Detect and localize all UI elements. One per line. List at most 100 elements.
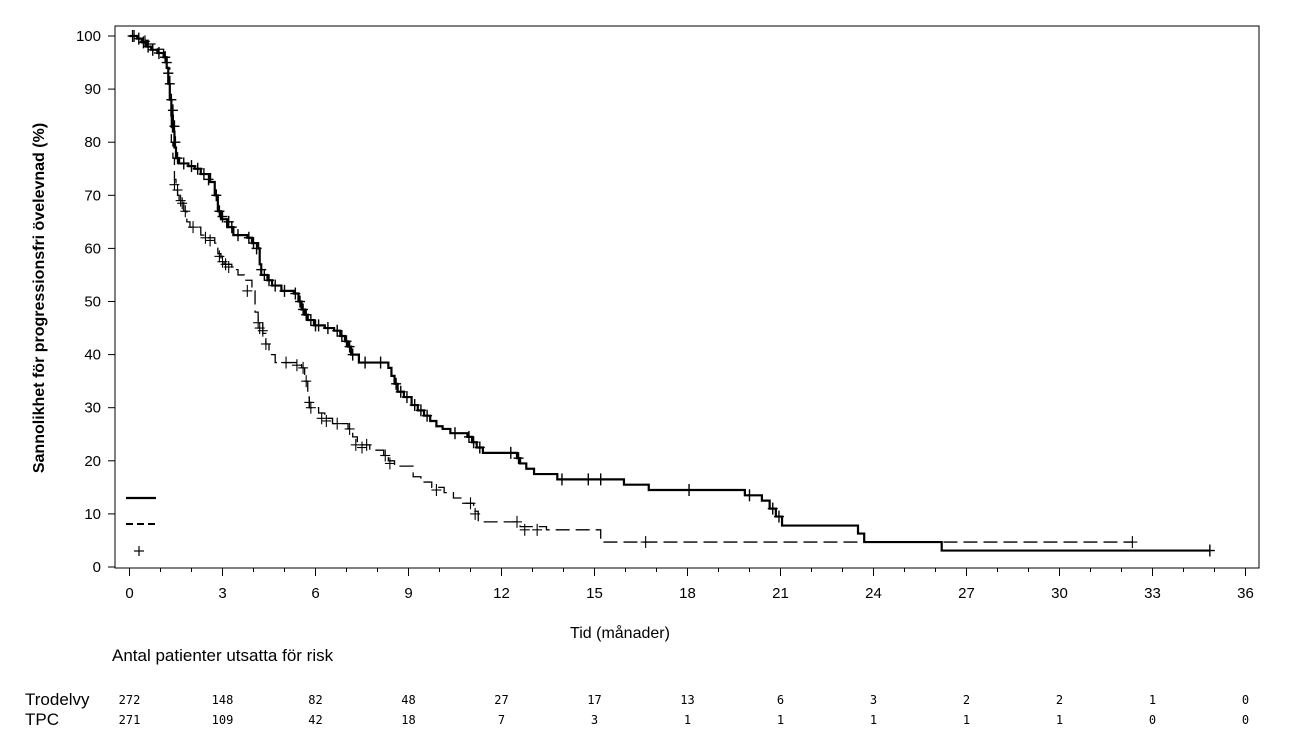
x-tick-label: 3: [218, 585, 226, 602]
censor-mark-trodelvy: [147, 43, 158, 56]
y-tick-label: 30: [84, 400, 101, 417]
censor-mark-tpc: [163, 67, 174, 80]
censor-mark-trodelvy: [415, 404, 426, 417]
censor-mark-trodelvy: [186, 160, 197, 173]
censor-mark-trodelvy: [401, 391, 412, 404]
censor-mark-trodelvy: [391, 377, 402, 390]
y-tick-label: 70: [84, 187, 101, 204]
censor-mark-trodelvy: [595, 473, 606, 486]
risk-count: 1: [870, 713, 877, 727]
censor-mark-tpc: [519, 523, 530, 536]
censor-mark-tpc: [344, 422, 355, 435]
censor-mark-tpc: [321, 414, 332, 427]
censor-mark-trodelvy: [167, 104, 178, 117]
risk-count: 27: [494, 693, 508, 707]
risk-count: 271: [119, 713, 141, 727]
censor-mark-tpc: [260, 337, 271, 350]
censor-mark-trodelvy: [556, 473, 567, 486]
censor-mark-tpc: [223, 260, 234, 273]
censor-mark-trodelvy: [684, 484, 695, 497]
censor-mark-trodelvy: [744, 489, 755, 502]
censor-mark-tpc: [160, 51, 171, 64]
risk-count: 6: [777, 693, 784, 707]
censor-mark-tpc: [242, 284, 253, 297]
risk-count: 1: [1056, 713, 1063, 727]
x-tick-label: 6: [311, 585, 319, 602]
plot-frame: [114, 25, 1260, 569]
censor-mark-trodelvy: [178, 157, 189, 170]
censor-mark-tpc: [205, 234, 216, 247]
censor-mark-trodelvy: [505, 446, 516, 459]
censor-mark-trodelvy: [226, 221, 237, 234]
risk-count: 42: [308, 713, 322, 727]
y-tick-label: 80: [84, 134, 101, 151]
censor-mark-trodelvy: [198, 168, 209, 181]
y-tick-label: 90: [84, 81, 101, 98]
censor-mark-trodelvy: [203, 173, 214, 186]
censor-mark-trodelvy: [344, 340, 355, 353]
risk-count: 13: [680, 693, 694, 707]
censor-mark-tpc: [177, 197, 188, 210]
y-tick-label: 100: [76, 28, 101, 45]
y-axis-title: Sannolikhet för progressionsfri övelevna…: [31, 123, 48, 473]
x-axis-title: Tid (månader): [570, 624, 670, 642]
censor-mark-trodelvy: [332, 324, 343, 337]
censor-mark-tpc: [172, 183, 183, 196]
censor-mark-tpc: [640, 536, 651, 549]
x-tick-label: 9: [404, 585, 412, 602]
y-tick-label: 40: [84, 347, 101, 364]
censor-mark-tpc: [380, 449, 391, 462]
risk-count: 7: [498, 713, 505, 727]
censor-mark-trodelvy: [259, 268, 270, 281]
risk-count: 17: [587, 693, 601, 707]
censor-mark-trodelvy: [264, 274, 274, 287]
risk-count: 18: [401, 713, 415, 727]
risk-count: 1: [684, 713, 691, 727]
risk-count: 1: [963, 713, 970, 727]
censor-mark-tpc: [361, 438, 372, 451]
risk-count: 1: [777, 713, 784, 727]
censor-mark-trodelvy: [773, 510, 784, 523]
x-tick-label: 36: [1237, 585, 1254, 602]
risk-count: 109: [212, 713, 234, 727]
y-tick-label: 20: [84, 453, 101, 470]
censor-mark-trodelvy: [279, 284, 290, 297]
series-line-tpc: [129, 35, 1133, 543]
censor-mark-tpc: [291, 359, 302, 372]
censor-mark-trodelvy: [243, 231, 254, 244]
censor-mark-trodelvy: [301, 308, 312, 321]
risk-row-label: TPC: [25, 710, 59, 729]
censor-mark-trodelvy: [290, 287, 301, 300]
censor-mark-tpc: [384, 457, 395, 470]
risk-count: 2: [1056, 693, 1063, 707]
censor-mark-trodelvy: [422, 409, 433, 422]
x-tick-label: 27: [958, 585, 975, 602]
censor-mark-tpc: [512, 515, 522, 528]
censor-mark-tpc: [332, 417, 343, 430]
risk-count: 0: [1242, 713, 1249, 727]
censor-mark-tpc: [305, 401, 316, 414]
y-tick-label: 60: [84, 240, 101, 257]
y-tick-label: 10: [84, 506, 101, 523]
x-tick-label: 24: [865, 585, 882, 602]
censor-mark-tpc: [257, 324, 268, 337]
censor-mark-tpc: [431, 484, 442, 497]
censor-mark-trodelvy: [251, 242, 262, 255]
censor-mark-trodelvy: [233, 229, 243, 242]
censor-mark-trodelvy: [313, 319, 324, 332]
risk-count: 148: [212, 693, 234, 707]
risk-count: 2: [963, 693, 970, 707]
censor-mark-tpc: [180, 205, 191, 218]
censor-mark-trodelvy: [474, 441, 485, 454]
x-tick-label: 0: [125, 585, 133, 602]
censor-mark-trodelvy: [211, 189, 222, 202]
risk-count: 3: [870, 693, 877, 707]
censor-mark-tpc: [140, 35, 150, 48]
x-tick-label: 12: [493, 585, 510, 602]
censor-mark-tpc: [470, 507, 481, 520]
censor-mark-trodelvy: [450, 427, 460, 440]
risk-table-title: Antal patienter utsatta för risk: [112, 646, 334, 665]
risk-count: 48: [401, 693, 415, 707]
censor-mark-trodelvy: [295, 295, 305, 308]
